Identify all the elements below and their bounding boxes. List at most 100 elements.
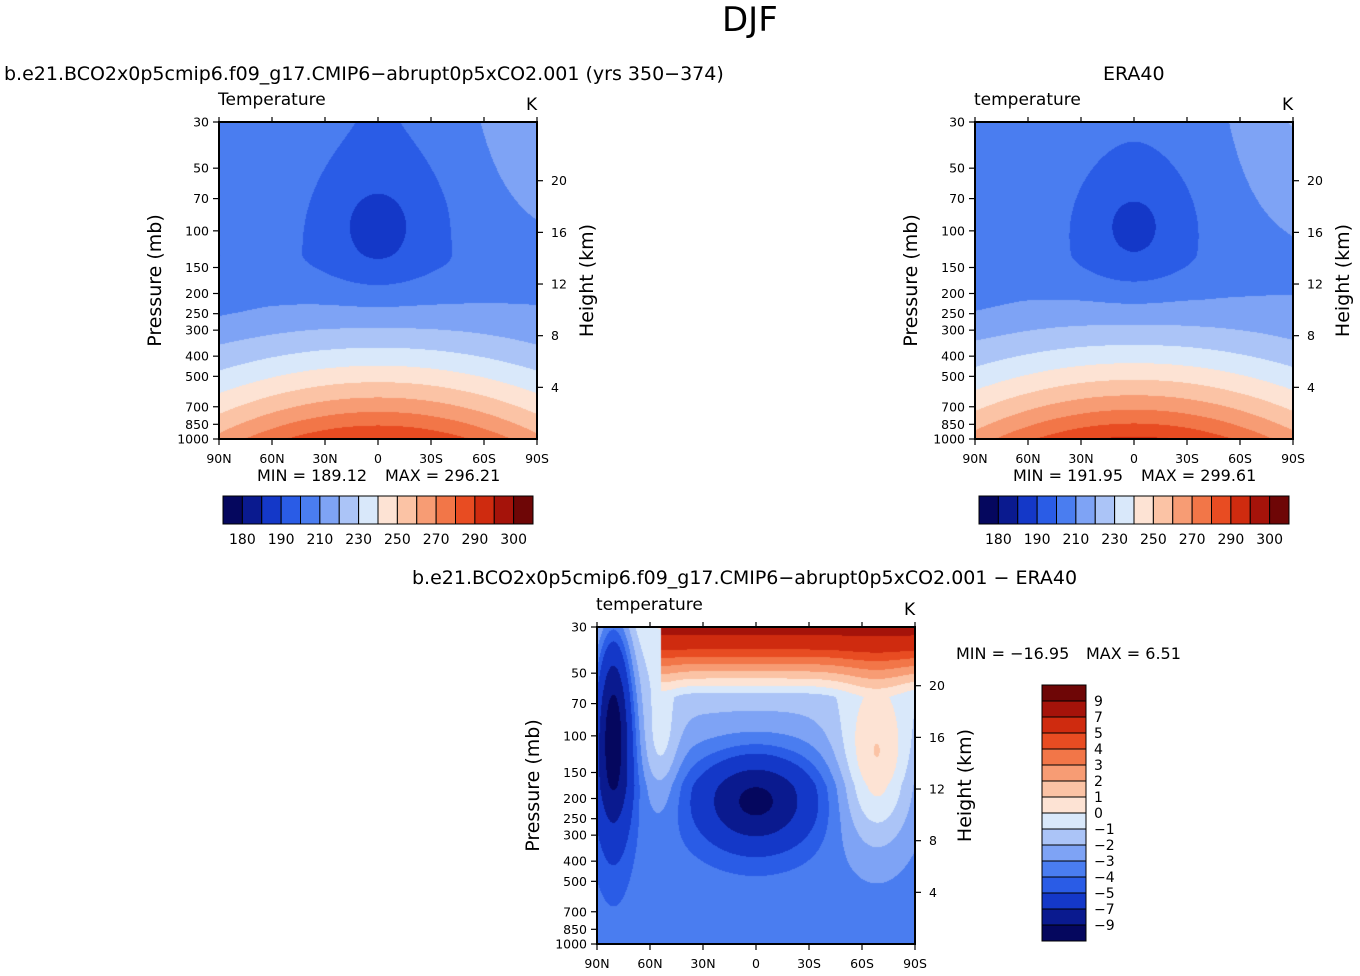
panel-2-contour-field	[975, 122, 1293, 439]
panel-2-height-tick-label: 12	[1307, 277, 1323, 292]
panel-2-ytick-label: 500	[941, 369, 965, 384]
panel-2-xtick-label: 60S	[1228, 451, 1252, 466]
panel-3-colorbar-label: 2	[1094, 774, 1103, 790]
panel-3-ytick-label: 50	[571, 666, 587, 681]
panel-2-colorbar-box	[1114, 495, 1135, 525]
panel-1-colorbar-box	[358, 495, 379, 525]
panel-1-colorbar-box	[416, 495, 437, 525]
panel-1-height-tick-label: 8	[551, 328, 559, 343]
panel-2-colorbar-box	[978, 495, 999, 525]
panel-2-colorbar-box	[1036, 495, 1057, 525]
panel-2-ytick-label: 50	[949, 161, 965, 176]
panel-1-ytick-label: 250	[185, 306, 209, 321]
panel-3-colorbar-box	[1041, 924, 1087, 942]
panel-2-colorbar-box	[1211, 495, 1232, 525]
panel-3-colorbar-box	[1041, 748, 1087, 766]
panel-2-xtick-label: 90S	[1281, 451, 1305, 466]
panel-1-colorbar-box	[261, 495, 282, 525]
panel-3-colorbar-box	[1041, 796, 1087, 814]
panel-1-colorbar-box	[455, 495, 476, 525]
panel-1-colorbar-box	[338, 495, 360, 525]
panel-1-title: b.e21.BCO2x0p5cmip6.f09_g17.CMIP6−abrupt…	[4, 63, 724, 85]
panel-3-xtick-label: 90S	[903, 956, 927, 971]
panel-1-xtick-label: 0	[374, 451, 382, 466]
panel-3-ytick-label: 150	[563, 765, 587, 780]
panel-3-ylabel-right: Height (km)	[954, 729, 976, 842]
panel-3-colorbar-box	[1041, 684, 1087, 702]
panel-3-colorbar-box	[1041, 828, 1087, 846]
panel-2-colorbar-label: 180	[985, 532, 1012, 548]
panel-2-ylabel-right: Height (km)	[1332, 224, 1354, 337]
panel-3-ytick-label: 250	[563, 811, 587, 826]
panel-2-ytick-label: 400	[941, 349, 965, 364]
panel-1-ytick-label: 70	[193, 191, 209, 206]
panel-1-contour-field	[219, 122, 537, 439]
panel-1-colorbar-label: 180	[229, 532, 256, 548]
panel-2-colorbar-box	[1152, 495, 1174, 525]
panel-1-xtick-label: 90S	[525, 451, 549, 466]
panel-3-height-tick-label: 8	[929, 833, 937, 848]
panel-2-colorbar-label: 250	[1140, 532, 1167, 548]
panel-1-xtick-label: 60S	[472, 451, 496, 466]
panel-1-xtick-label: 60N	[259, 451, 284, 466]
panel-2-colorbar-label: 190	[1024, 532, 1051, 548]
panel-2-colorbar-label: 230	[1101, 532, 1128, 548]
panel-1-colorbar-box	[300, 495, 321, 525]
panel-2-xtick-label: 30S	[1175, 451, 1199, 466]
panel-3-ytick-label: 1000	[555, 937, 587, 952]
panel-3-colorbar-label: 4	[1094, 742, 1103, 758]
panel-3-colorbar-box	[1041, 716, 1087, 734]
panel-1-ytick-label: 200	[185, 286, 209, 301]
panel-3-colorbar-label: −3	[1094, 854, 1115, 870]
panel-1-ylabel-right: Height (km)	[576, 224, 598, 337]
panel-3-ytick-label: 500	[563, 874, 587, 889]
panel-1-min: MIN = 189.12	[257, 466, 368, 485]
panel-3-contour-field	[597, 627, 915, 944]
figure-title: DJF	[722, 0, 778, 40]
panel-1-ytick-label: 50	[193, 161, 209, 176]
panel-2-colorbar-box	[1230, 495, 1251, 525]
panel-2-colorbar-label: 300	[1256, 532, 1283, 548]
panel-1-ytick-label: 300	[185, 323, 209, 338]
panel-1-height-tick-label: 4	[551, 380, 559, 395]
panel-2-left-label: temperature	[974, 90, 1081, 110]
panel-2-ytick-label: 850	[941, 417, 965, 432]
panel-1-colorbar-label: 290	[462, 532, 489, 548]
panel-3-colorbar-label: 1	[1094, 790, 1103, 806]
panel-3-left-label: temperature	[596, 595, 703, 615]
panel-1-ylabel: Pressure (mb)	[144, 214, 166, 347]
panel-2-colorbar-box	[1191, 495, 1212, 525]
panel-1-colorbar-box	[493, 495, 515, 525]
panel-3-title: b.e21.BCO2x0p5cmip6.f09_g17.CMIP6−abrupt…	[412, 567, 1078, 589]
panel-3-ytick-label: 700	[563, 904, 587, 919]
panel-3-colorbar-box	[1041, 764, 1087, 782]
panel-2-ytick-label: 700	[941, 399, 965, 414]
panel-2-height-tick-label: 4	[1307, 380, 1315, 395]
panel-1-ytick-label: 30	[193, 115, 209, 130]
panel-1-colorbar-label: 250	[384, 532, 411, 548]
panel-3-colorbar-label: 3	[1094, 758, 1103, 774]
panel-3-ylabel: Pressure (mb)	[522, 719, 544, 852]
panel-1-colorbar-label: 270	[423, 532, 450, 548]
panel-3-ytick-label: 30	[571, 620, 587, 635]
panel-1-ytick-label: 700	[185, 399, 209, 414]
panel-1-colorbar-box	[396, 495, 418, 525]
panel-3-xtick-label: 60S	[850, 956, 874, 971]
panel-1-colorbar-box	[435, 495, 456, 525]
panel-1-colorbar-box	[513, 495, 534, 525]
panel-2-height-tick-label: 16	[1307, 225, 1323, 240]
panel-2-ytick-label: 250	[941, 306, 965, 321]
panel-3-xtick-label: 90N	[584, 956, 609, 971]
panel-2-colorbar-box	[1249, 495, 1271, 525]
panel-3-colorbar-box	[1041, 908, 1087, 926]
panel-2-colorbar-box	[1133, 495, 1154, 525]
panel-3-xtick-label: 0	[752, 956, 760, 971]
panel-3-colorbar-label: −5	[1094, 886, 1115, 902]
panel-1-ytick-label: 850	[185, 417, 209, 432]
panel-2-height-tick-label: 8	[1307, 328, 1315, 343]
panel-3-height-tick-label: 12	[929, 782, 945, 797]
panel-2-xtick-label: 30N	[1068, 451, 1093, 466]
panel-2-colorbar-box	[997, 495, 1019, 525]
panel-3-colorbar-label: −4	[1094, 870, 1115, 886]
